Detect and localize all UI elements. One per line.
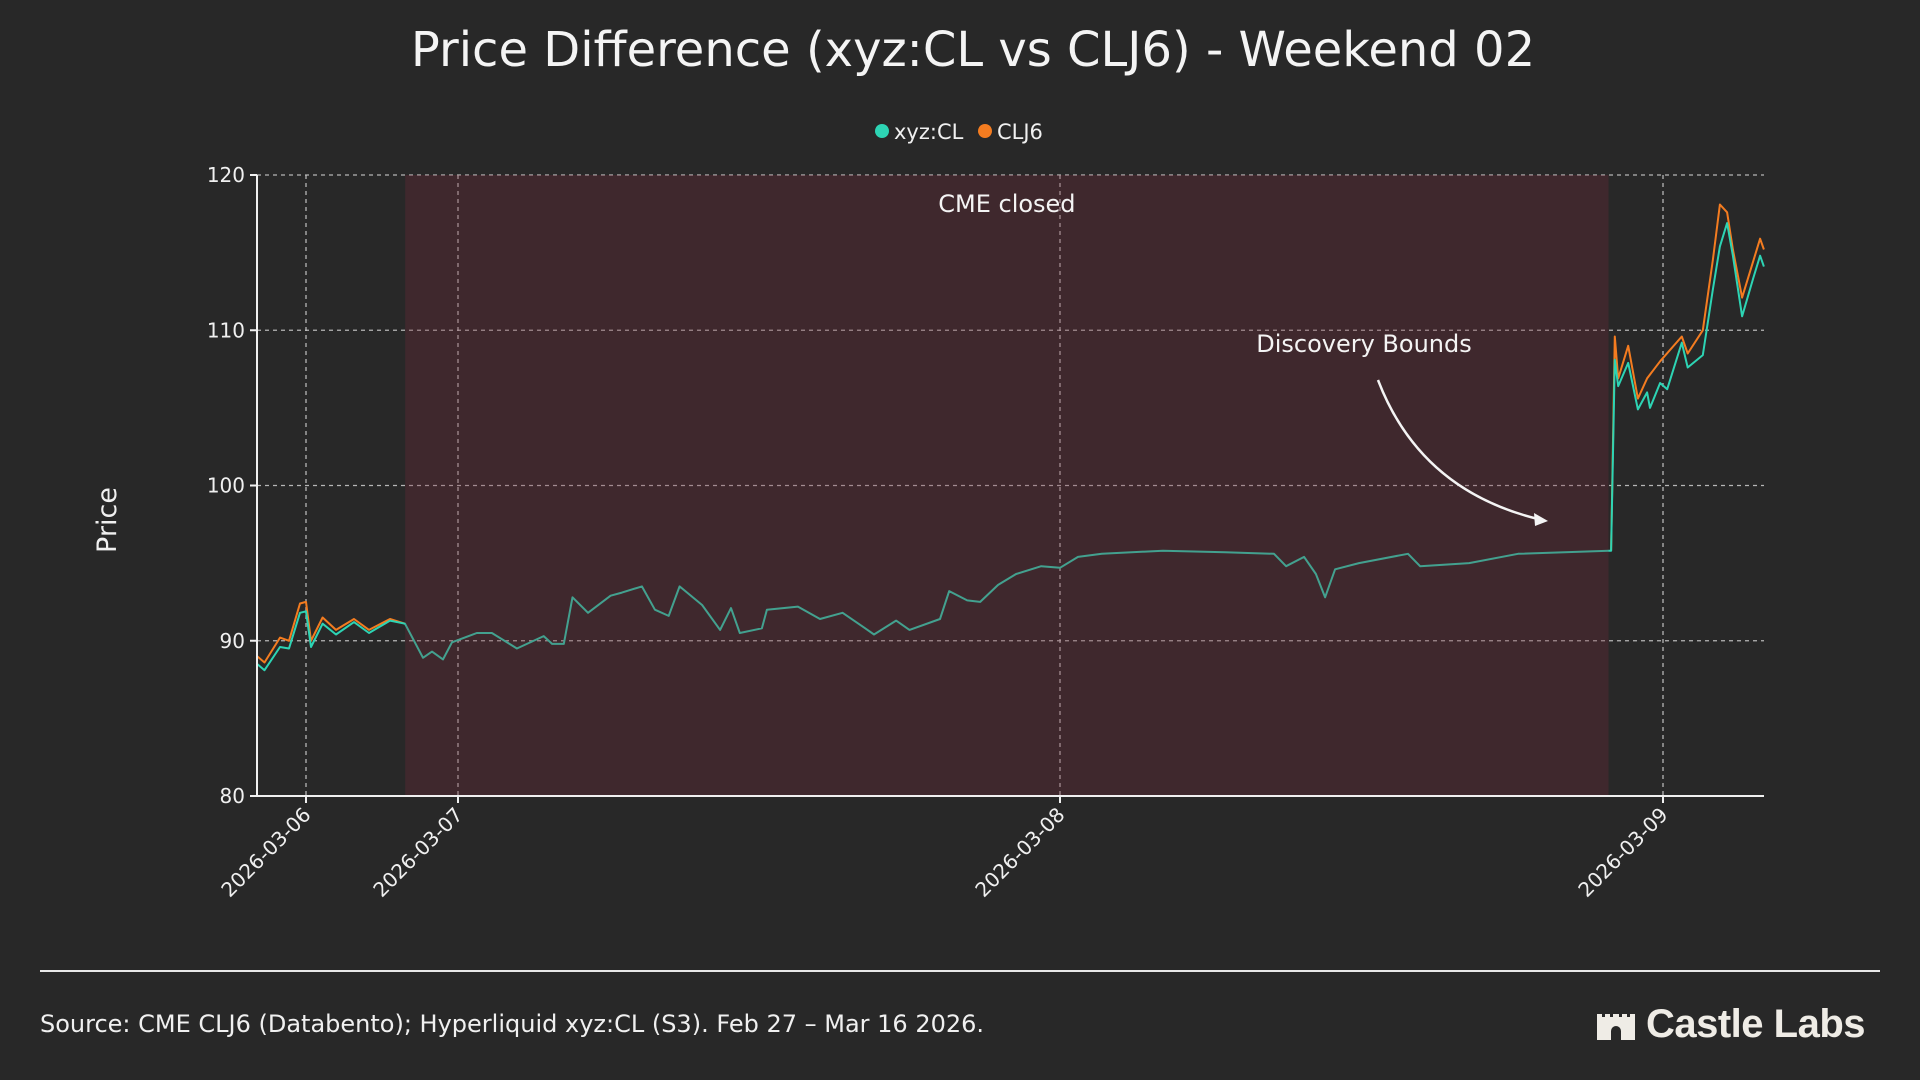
y-tick-label: 100	[207, 474, 245, 498]
y-tick-label: 90	[220, 629, 245, 653]
y-axis-label: Price	[92, 487, 123, 553]
discovery-bounds-label: Discovery Bounds	[1256, 330, 1472, 358]
y-tick-label: 80	[220, 784, 245, 808]
x-tick-label: 2026-03-08	[970, 803, 1069, 902]
y-tick-label: 110	[207, 318, 245, 342]
cme-closed-label: CME closed	[938, 190, 1075, 218]
logo-text: Castle Labs	[1645, 1002, 1866, 1046]
chart-title: Price Difference (xyz:CL vs CLJ6) - Week…	[411, 22, 1535, 78]
footer-divider	[40, 970, 1880, 972]
y-tick-label: 120	[207, 163, 245, 187]
castle-icon	[1596, 1013, 1635, 1040]
legend-label-xyz-cl: xyz:CL	[894, 120, 964, 144]
x-tick-label: 2026-03-09	[1573, 803, 1672, 902]
series-lines	[256, 203, 1765, 672]
source-note: Source: CME CLJ6 (Databento); Hyperliqui…	[40, 1010, 985, 1038]
legend-label-clj6: CLJ6	[997, 120, 1043, 144]
legend: xyz:CL CLJ6	[875, 120, 1043, 144]
series-line-xyz-cl	[256, 222, 1765, 672]
cme-closed-region	[405, 175, 1609, 796]
legend-marker-xyz-cl	[875, 124, 889, 138]
discovery-bounds-arrow	[1376, 379, 1548, 526]
legend-marker-clj6	[978, 124, 992, 138]
x-tick-label: 2026-03-07	[368, 803, 467, 902]
x-tick-label: 2026-03-06	[216, 803, 315, 902]
castle-labs-logo: Castle Labs	[1596, 1002, 1866, 1047]
